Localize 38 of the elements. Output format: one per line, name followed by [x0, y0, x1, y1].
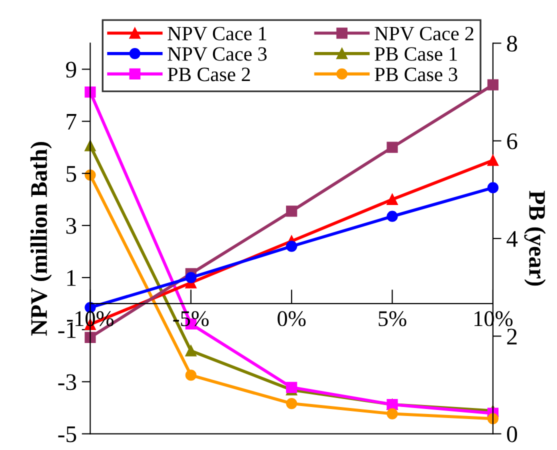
point — [386, 194, 398, 205]
y2-tick-label: 0 — [507, 426, 518, 442]
y2-tick-label: 8 — [507, 36, 518, 52]
y2-tick-label: 4 — [506, 231, 518, 247]
legend-label: NPV Cace 1 — [168, 26, 266, 41]
point — [487, 154, 498, 166]
y-tick-label: -5 — [58, 426, 76, 442]
y-tick-label: -3 — [58, 374, 76, 390]
y-tick-label: 9 — [66, 62, 76, 78]
point — [185, 272, 196, 284]
legend-label: PB Case 1 — [374, 47, 457, 61]
point — [84, 332, 96, 344]
point — [286, 206, 298, 217]
point — [84, 86, 96, 98]
point — [286, 382, 298, 393]
legend-label: NPV Cace 3 — [168, 47, 267, 61]
point — [286, 398, 298, 410]
y-tick-label: 7 — [66, 114, 76, 130]
y2-tick-label: 6 — [507, 133, 518, 150]
legend-label: NPV Cace 2 — [374, 26, 474, 41]
y-tick-label: 5 — [66, 166, 76, 182]
x-tick-label: 5% — [378, 311, 406, 326]
legend-label: PB Case 2 — [168, 68, 250, 82]
point — [185, 370, 196, 381]
x-tick-label: 0% — [278, 311, 306, 326]
point — [386, 408, 398, 420]
point — [487, 182, 498, 194]
point — [487, 79, 498, 90]
point — [386, 210, 398, 222]
point — [185, 345, 196, 356]
y-axis-title: NPV (million Bath) — [30, 142, 52, 336]
point — [286, 240, 298, 252]
legend-label: PB Case 3 — [374, 68, 458, 82]
y2-tick-label: 2 — [507, 328, 517, 344]
y-tick-label: 3 — [66, 218, 76, 234]
y2-axis-title: PB (year) — [524, 190, 546, 286]
point — [386, 142, 398, 153]
y-tick-label: 1 — [67, 270, 76, 286]
